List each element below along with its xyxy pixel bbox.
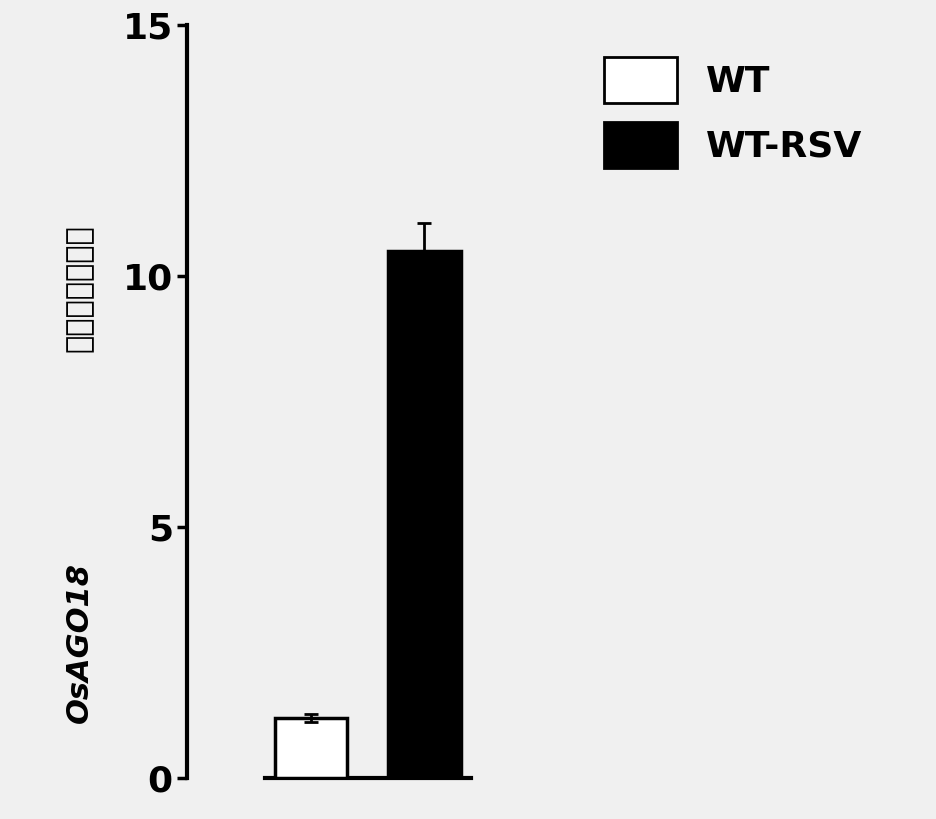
- Text: 基因相对表达量: 基因相对表达量: [65, 224, 94, 352]
- Legend: WT, WT-RSV: WT, WT-RSV: [590, 43, 875, 183]
- Text: OsAGO18: OsAGO18: [65, 562, 94, 723]
- Bar: [275, 717, 346, 778]
- Bar: [388, 251, 460, 778]
